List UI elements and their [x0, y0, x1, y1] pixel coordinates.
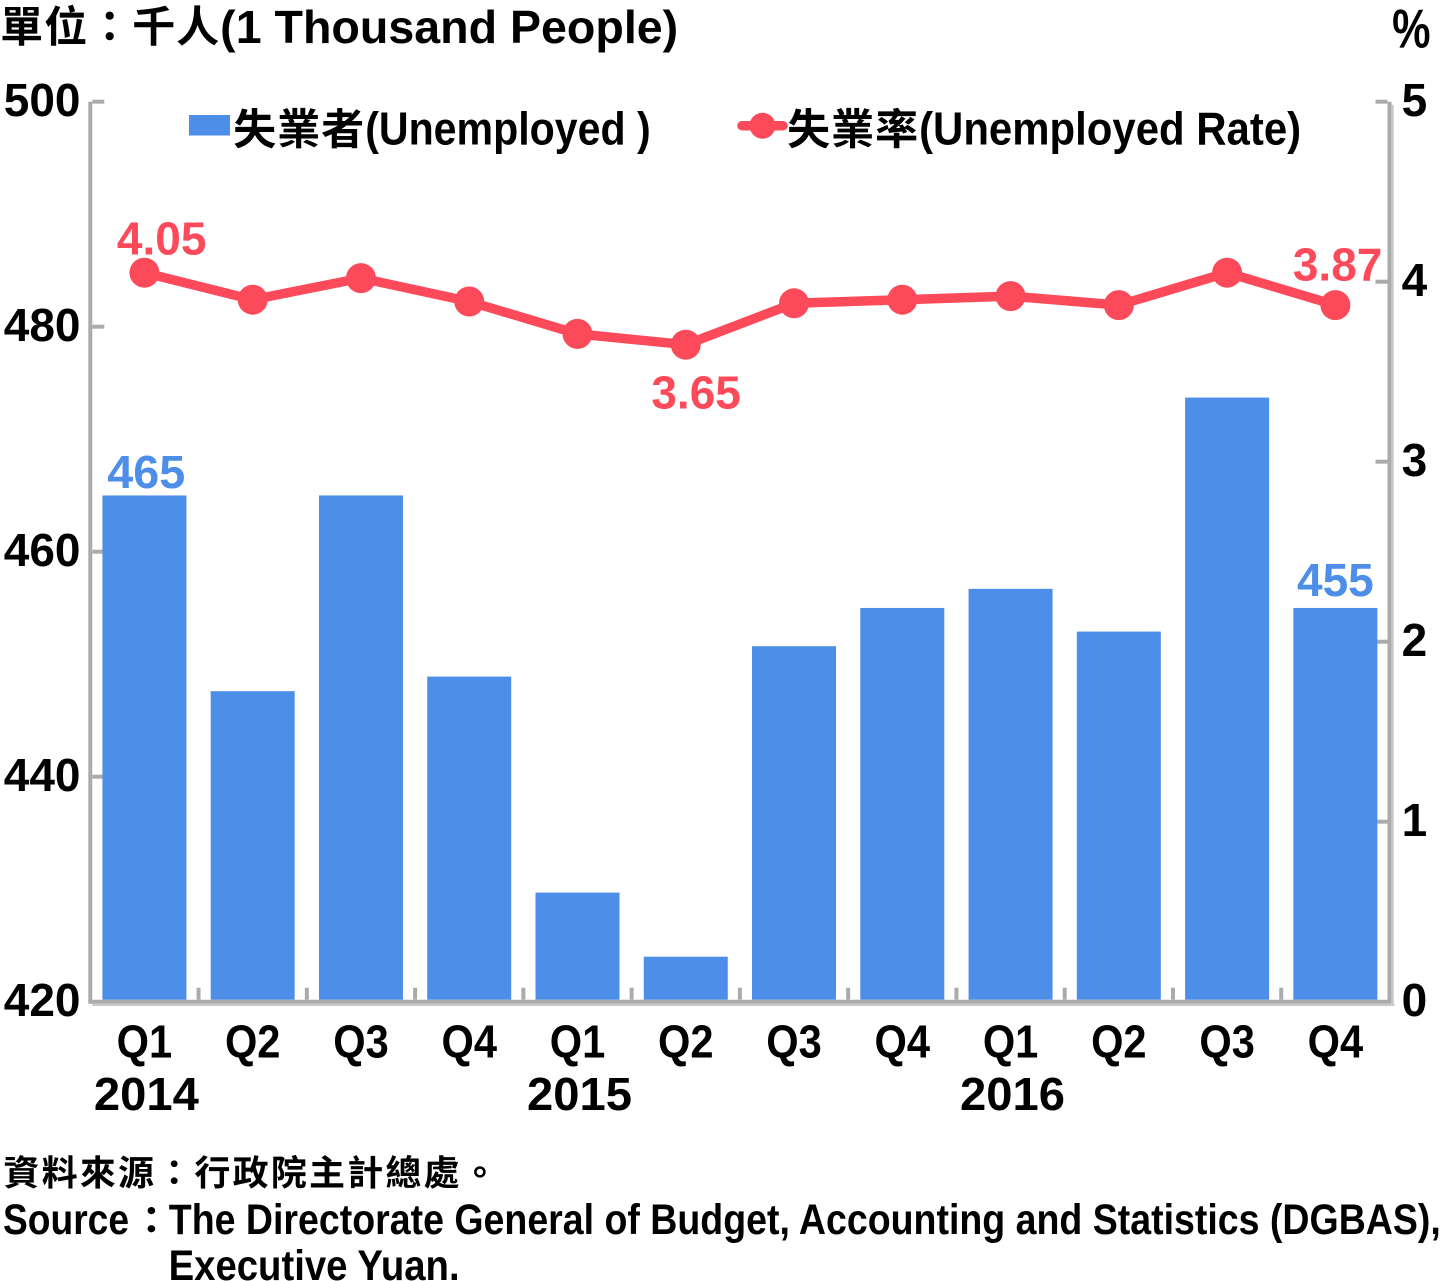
svg-text:4.05: 4.05 [117, 212, 207, 264]
svg-text:4: 4 [1402, 254, 1428, 306]
svg-text:5: 5 [1402, 74, 1428, 126]
svg-text:Source: Source [3, 1196, 129, 1244]
svg-text:2015: 2015 [527, 1068, 632, 1120]
svg-text:2014: 2014 [94, 1068, 199, 1120]
svg-text:Q3: Q3 [766, 1016, 822, 1068]
svg-text:Q1: Q1 [117, 1016, 173, 1068]
svg-text:%: % [1392, 0, 1430, 60]
svg-text:2016: 2016 [960, 1068, 1065, 1120]
svg-text:3.65: 3.65 [651, 366, 741, 418]
svg-text:(1 Thousand People): (1 Thousand People) [220, 1, 678, 53]
svg-text:Q2: Q2 [225, 1016, 281, 1068]
svg-text:Q3: Q3 [333, 1016, 389, 1068]
svg-text:1: 1 [1402, 794, 1428, 846]
svg-text:500: 500 [4, 74, 81, 126]
svg-text:465: 465 [107, 446, 185, 498]
svg-text:Q4: Q4 [441, 1016, 497, 1068]
svg-text:Q2: Q2 [658, 1016, 714, 1068]
svg-text:Q1: Q1 [550, 1016, 606, 1068]
svg-text:440: 440 [4, 749, 81, 801]
svg-text:480: 480 [4, 299, 81, 351]
svg-text:0: 0 [1402, 974, 1428, 1026]
svg-text:420: 420 [4, 974, 81, 1026]
svg-text:Q3: Q3 [1199, 1016, 1255, 1068]
svg-text:2: 2 [1402, 614, 1428, 666]
svg-text:Q1: Q1 [983, 1016, 1039, 1068]
svg-text:455: 455 [1297, 554, 1374, 606]
svg-text:Q4: Q4 [875, 1016, 931, 1068]
svg-text:Executive Yuan.: Executive Yuan. [169, 1242, 460, 1281]
svg-text:3: 3 [1402, 434, 1428, 486]
svg-text:Q4: Q4 [1308, 1016, 1364, 1068]
svg-text:(Unemployed Rate): (Unemployed Rate) [919, 103, 1301, 155]
svg-text:(Unemployed ): (Unemployed ) [365, 103, 651, 155]
svg-text:The Directorate General of Bud: The Directorate General of Budget, Accou… [169, 1196, 1441, 1244]
svg-text:460: 460 [4, 524, 81, 576]
svg-text:Q2: Q2 [1091, 1016, 1147, 1068]
svg-text:3.87: 3.87 [1293, 238, 1383, 290]
